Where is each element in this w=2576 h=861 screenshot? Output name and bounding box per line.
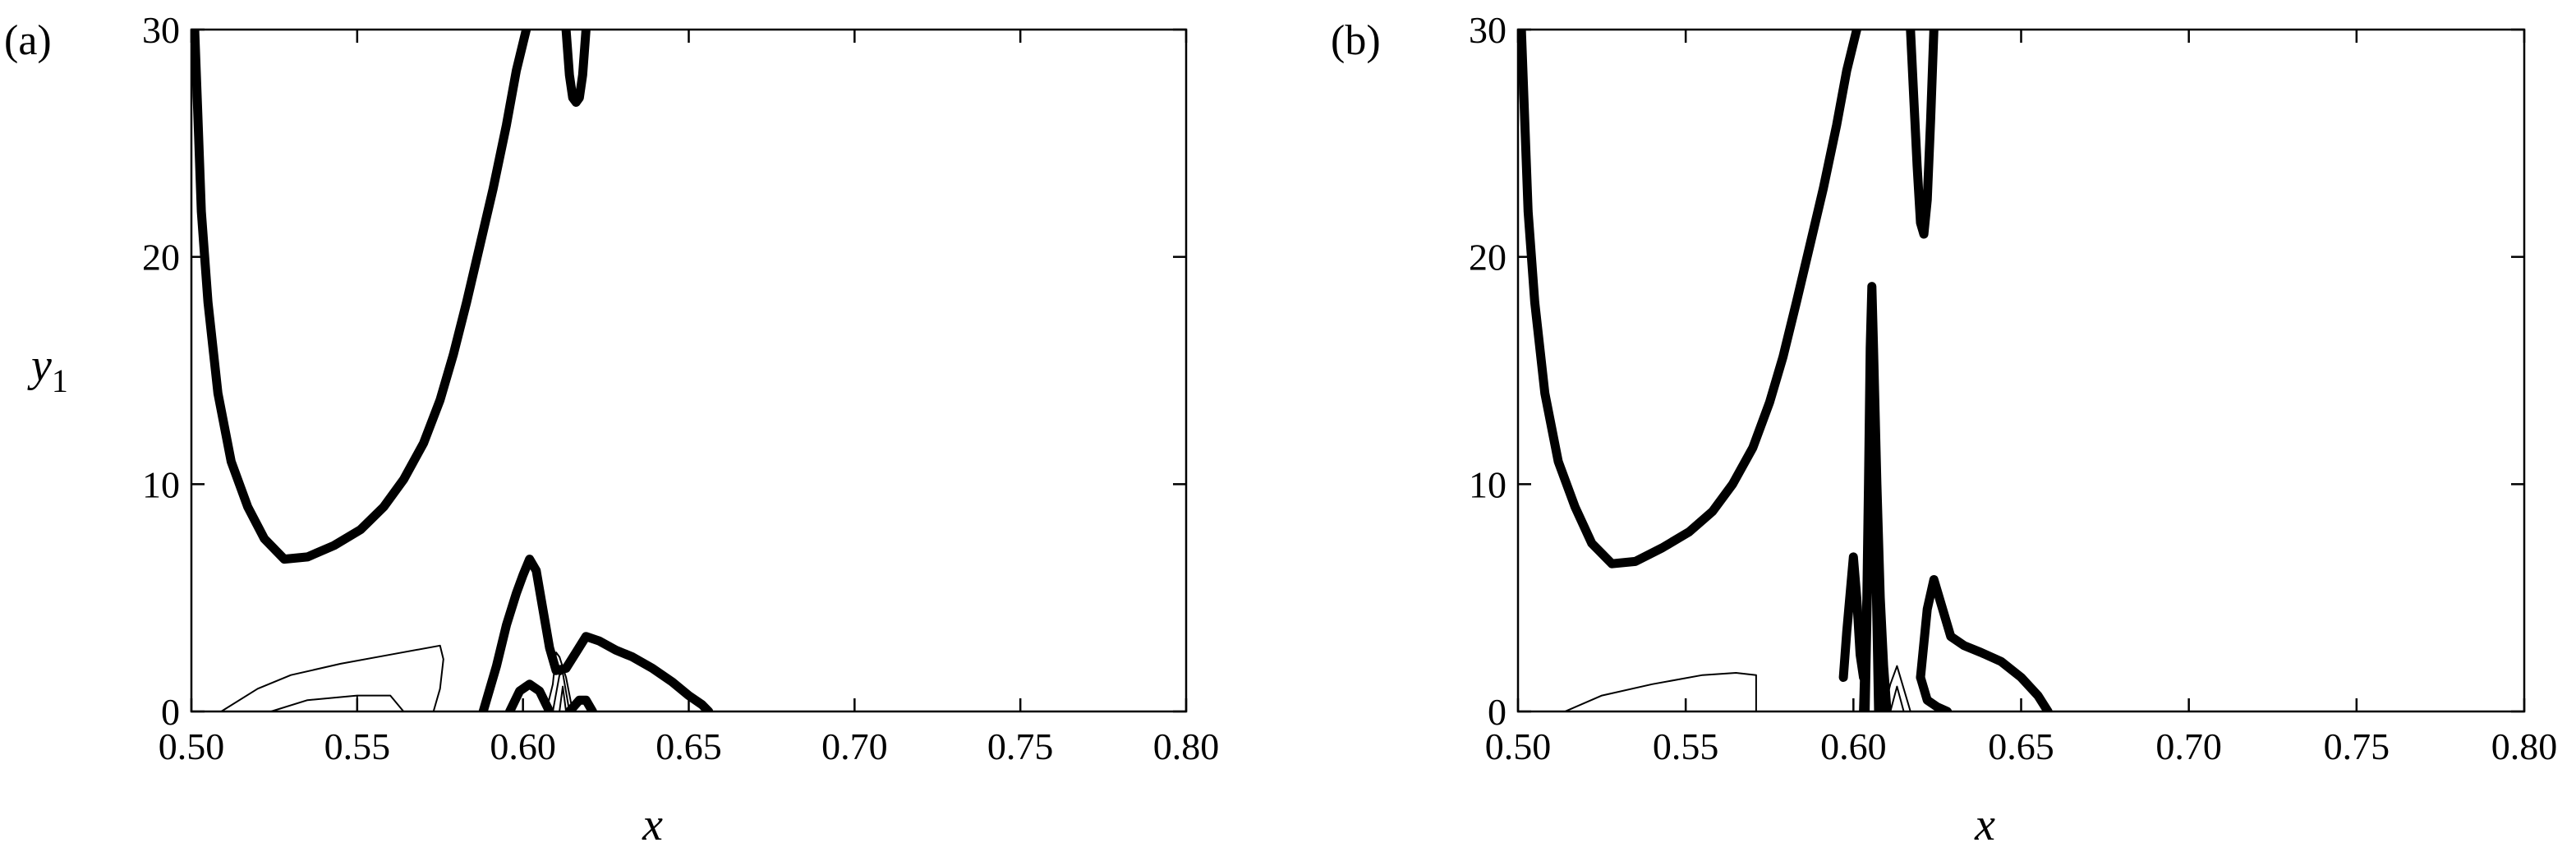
x-tick-label: 0.75 xyxy=(2324,725,2390,767)
contour-thick-3 xyxy=(505,679,554,711)
x-tick-label: 0.50 xyxy=(1485,725,1552,767)
y-axis-label-subscript: 1 xyxy=(52,362,68,399)
x-tick-label: 0.65 xyxy=(656,725,722,767)
contour-thin-9 xyxy=(1889,685,1905,711)
contour-thin-5 xyxy=(220,644,444,711)
contour-thick-4 xyxy=(564,695,597,711)
x-tick-label: 0.60 xyxy=(490,725,556,767)
contour-thick-1 xyxy=(561,30,591,107)
plot-frame xyxy=(1516,28,2526,713)
contour-thick-0 xyxy=(191,30,531,564)
y-tick-label: 30 xyxy=(1469,9,1506,51)
contour-thick-6 xyxy=(1916,673,1953,711)
panel-label: (a) xyxy=(4,17,52,64)
plot-frame xyxy=(190,28,1188,713)
contour-thin-7 xyxy=(1564,672,1757,711)
contour-thick-2 xyxy=(1838,552,1869,682)
y-tick-label: 10 xyxy=(142,463,180,505)
x-tick-label: 0.60 xyxy=(1820,725,1887,767)
x-tick-label: 0.50 xyxy=(159,725,225,767)
x-axis-label: x xyxy=(1974,799,1995,850)
x-tick-label: 0.70 xyxy=(2155,725,2222,767)
contour-thin-6 xyxy=(270,694,405,711)
x-tick-label: 0.80 xyxy=(2491,725,2558,767)
contour-thin-8 xyxy=(545,652,574,711)
panel-b: 0.50 0.55 0.60 0.65 0.70 0.75 0.80 0 10 20 30 x (b) xyxy=(1331,9,2557,850)
panel-a: 0.50 0.55 0.60 0.65 0.70 0.75 0.80 0 10 20 30 x (a) y… xyxy=(4,9,1219,850)
contour-thin-10 xyxy=(559,685,568,711)
y-axis-label: y1 xyxy=(27,340,68,399)
contour-lines xyxy=(1518,30,2053,711)
panel-label: (b) xyxy=(1331,17,1381,64)
x-tick-label: 0.80 xyxy=(1153,725,1220,767)
x-tick-label: 0.75 xyxy=(987,725,1054,767)
contour-thick-0 xyxy=(1518,30,1861,569)
x-tick-label: 0.65 xyxy=(1988,725,2054,767)
y-tick-label: 20 xyxy=(1469,237,1506,279)
y-tick-label: 10 xyxy=(1469,463,1506,505)
contour-thin-8 xyxy=(1883,665,1911,711)
x-tick-label: 0.55 xyxy=(324,725,391,767)
x-tick-label: 0.70 xyxy=(821,725,888,767)
y-tick-label: 20 xyxy=(142,237,180,279)
y-tick-label: 0 xyxy=(161,691,180,733)
contour-thick-5 xyxy=(1916,575,2053,711)
contour-thin-9 xyxy=(552,672,571,711)
contour-thick-2 xyxy=(478,555,714,711)
contour-thick-4 xyxy=(1861,434,1884,711)
contour-thick-1 xyxy=(1906,30,1939,239)
y-tick-label: 30 xyxy=(142,9,180,51)
y-tick-label: 0 xyxy=(1488,691,1506,733)
x-axis-label: x xyxy=(642,799,663,850)
x-tick-label: 0.55 xyxy=(1653,725,1719,767)
contour-lines xyxy=(191,30,714,711)
